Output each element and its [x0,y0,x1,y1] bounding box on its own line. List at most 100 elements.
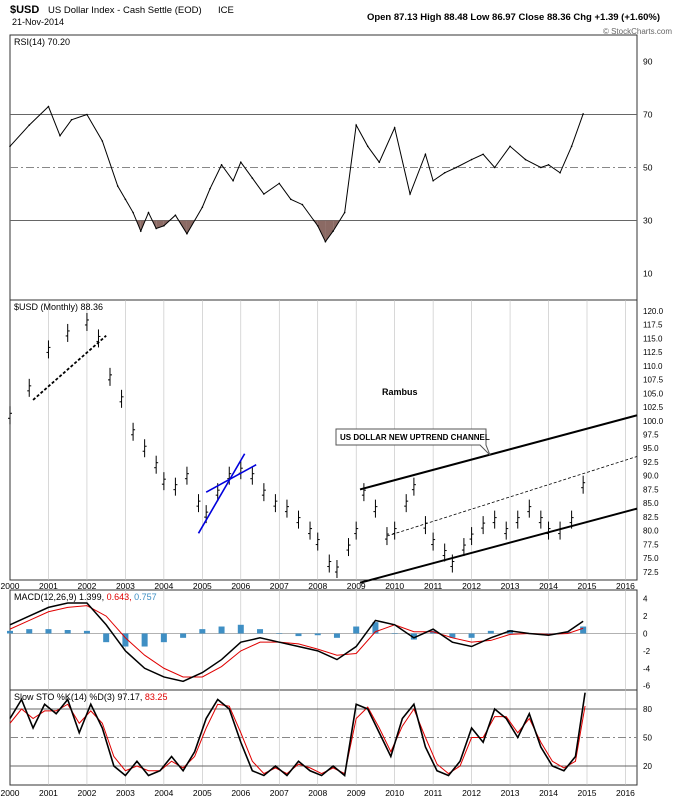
price-tick-label: 115.0 [643,334,663,343]
rsi-point [482,153,484,156]
macd-histogram-bar [103,633,110,643]
macd-tick-label: 2 [643,612,648,621]
price-tick-label: 102.5 [643,403,664,412]
x-tick-label-bottom: 2014 [539,788,558,798]
x-tick-label: 2010 [385,581,404,591]
broken-trendline [32,335,107,401]
channel-line [359,507,638,584]
x-tick-label: 2001 [39,581,58,591]
macd-line [9,602,584,683]
rsi-point [47,105,50,108]
rsi-point [101,140,104,142]
macd-tick-label: 0 [643,629,648,638]
x-tick-label-bottom: 2003 [116,788,135,798]
rsi-point [263,193,265,195]
rsi-line [9,105,584,243]
credit-label: © StockCharts.com [603,27,672,36]
exchange-label: ICE [218,5,234,16]
rsi-point [343,211,346,214]
macd-histogram-bar [26,629,33,634]
rsi-point [424,153,427,156]
macd-histogram-bar [276,633,283,634]
rsi-point [524,158,527,161]
rsi-point [547,164,550,166]
x-tick-label-bottom: 2002 [77,788,96,798]
macd-tick-label: -2 [643,647,651,656]
macd-histogram-bar [160,633,167,643]
macd-histogram-bar [580,626,587,634]
rsi-tick-label: 10 [643,269,653,279]
rsi-point [470,158,473,161]
rsi-point [278,182,281,185]
macd-histogram-bar [314,633,321,636]
price-series [8,312,638,584]
channel-midline [386,456,638,537]
stochastic-tick-label: 20 [643,762,652,771]
stochastic-tick-label: 80 [643,705,652,714]
price-tick-label: 117.5 [643,321,663,330]
rsi-point [455,166,458,169]
price-tick-label: 107.5 [643,376,664,385]
macd-histogram-bar [257,629,264,634]
x-tick-label: 2002 [77,581,96,591]
rsi-point [355,124,357,126]
rsi-point [432,179,434,182]
rsi-point [132,211,134,214]
x-tick-label: 2014 [539,581,558,591]
x-tick-label: 2016 [616,581,635,591]
x-tick-label-bottom: 2007 [270,788,289,798]
x-tick-label-bottom: 2012 [462,788,481,798]
price-tick-label: 100.0 [643,417,664,426]
rsi-point [232,179,234,182]
macd-histogram-bar [507,630,514,634]
rsi-point [147,211,150,214]
rsi-point [540,166,542,169]
price-panel [9,299,638,581]
rsi-tick-label: 50 [643,163,653,173]
rsi-point [209,187,211,190]
rambus-annotation: Rambus [382,387,418,397]
rsi-tick-label: 70 [643,110,653,120]
x-tick-label-bottom: 2005 [193,788,212,798]
macd-histogram-bar [449,633,456,638]
rsi-point [443,172,446,174]
rsi-point [70,119,73,121]
rsi-point [59,134,61,137]
price-tick-label: 112.5 [643,348,663,357]
price-tick-label: 110.0 [643,362,663,371]
macd-histogram-bar [487,630,494,634]
x-tick-label-bottom: 2015 [578,788,597,798]
price-tick-label: 80.0 [643,527,659,536]
rsi-point [332,230,334,232]
price-tick-label: 90.0 [643,472,659,481]
x-tick-label-bottom: 2013 [501,788,520,798]
x-tick-label: 2013 [501,581,520,591]
price-tick-label: 82.5 [643,513,659,522]
date-label: 21-Nov-2014 [12,17,64,27]
macd-histogram-bar [564,631,571,634]
rsi-point [186,232,188,235]
price-tick-label: 92.5 [643,458,659,467]
price-tick-label: 85.0 [643,499,659,508]
rsi-point [509,145,511,148]
x-tick-label: 2007 [270,581,289,591]
channel-line [359,414,638,491]
macd-histogram-bar [410,633,417,640]
macd-histogram-bar [295,633,302,637]
macd-histogram-bar [237,624,244,634]
channel-annotation: US DOLLAR NEW UPTREND CHANNEL [340,433,490,442]
rsi-point [201,206,204,209]
ohlc-summary: Open 87.13 High 88.48 Low 86.97 Close 88… [367,12,660,23]
macd-histogram-bar [218,626,225,634]
rsi-point [9,145,11,148]
stochastic-legend: Slow STO %K(14) %D(3) 97.17, 83.25 [14,692,167,702]
macd-tick-label: -6 [643,682,651,691]
macd-histogram-bar [64,630,71,634]
x-tick-label-bottom: 2000 [1,788,20,798]
rsi-series [9,105,584,243]
rsi-point [409,193,411,195]
x-tick-label-bottom: 2010 [385,788,404,798]
x-tick-label-bottom: 2016 [616,788,635,798]
rsi-point [301,203,304,206]
